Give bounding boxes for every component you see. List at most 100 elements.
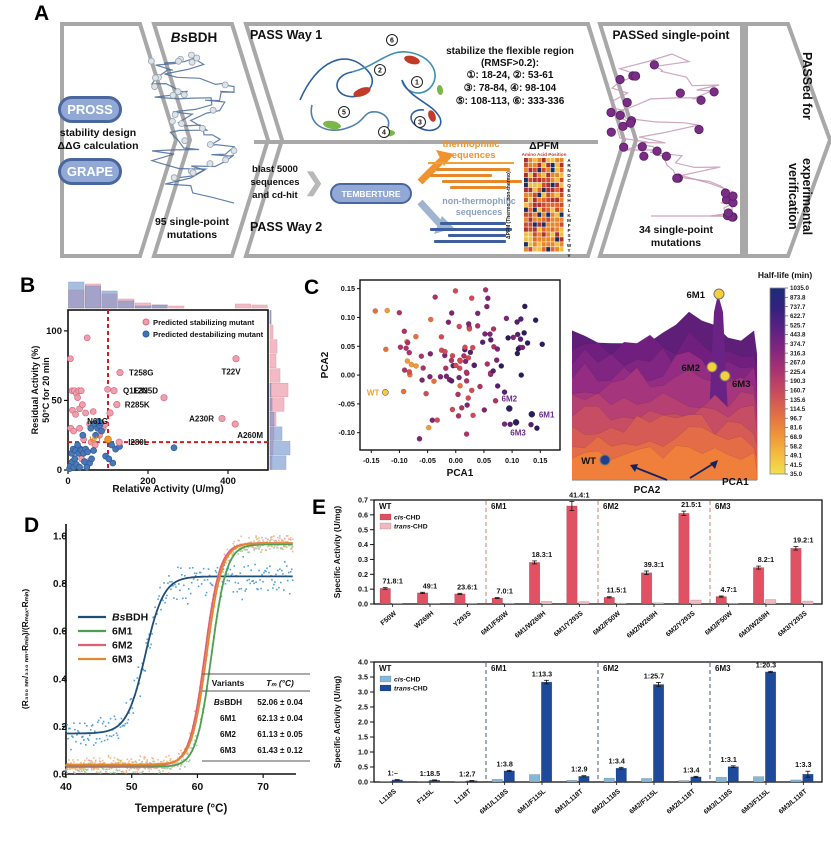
arrow-text-line1: PASSed for bbox=[800, 51, 814, 120]
bsbdh-structure-image bbox=[147, 51, 238, 204]
mutation-site-dot bbox=[696, 95, 706, 105]
legend-dot-destabilizing bbox=[142, 330, 150, 338]
pfm-cell bbox=[532, 212, 537, 217]
plot-frame bbox=[359, 279, 561, 451]
bsbdh-title-italic: Bs bbox=[170, 30, 188, 45]
mutant-label: T22V bbox=[221, 368, 241, 377]
passed-single-point-title: PASSed single-point bbox=[612, 28, 730, 42]
category-label: 6M1/F50W bbox=[480, 610, 510, 637]
stage2-caption-line1: 95 single-point bbox=[154, 216, 230, 228]
colorbar-tick: 68.9 bbox=[790, 434, 803, 441]
pfm-cell bbox=[559, 192, 564, 198]
pfm-cell bbox=[559, 212, 564, 217]
pfm-cell bbox=[541, 187, 546, 193]
category-label: L118T bbox=[453, 788, 473, 806]
flexible-region-blob bbox=[436, 85, 444, 95]
category-label: 6M1/W269H bbox=[514, 610, 548, 640]
mutation-site-dot bbox=[606, 127, 616, 137]
mutation-site-dot bbox=[709, 87, 719, 97]
pfm-cell bbox=[524, 172, 528, 178]
flexible-region-structure-image: 6 2 1 5 4 3 bbox=[299, 34, 444, 138]
pfm-cell bbox=[550, 222, 555, 227]
svg-text:0.10: 0.10 bbox=[505, 456, 519, 465]
colorbar-tick: 96.7 bbox=[790, 415, 803, 422]
panel-e-trans-activity-bars: 0.0 0.5 1.0 1.5 2.0 2.5 3.0 3.5 4.0 1:– L118S 1:18.… bbox=[332, 658, 823, 816]
category-label: 6M2/W269H bbox=[626, 610, 660, 640]
pfm-cell bbox=[555, 207, 560, 212]
bsbdh-title: BsBDH bbox=[148, 30, 240, 45]
category-label: 6M2/L118S bbox=[591, 788, 622, 816]
section-label: 6M2 bbox=[603, 664, 619, 673]
ratio-label: 4.7:1 bbox=[720, 585, 736, 594]
mutation-site-dot bbox=[180, 91, 188, 99]
svg-text:0.05: 0.05 bbox=[477, 456, 491, 465]
pfm-cell bbox=[541, 247, 546, 252]
pfm-cell bbox=[537, 177, 542, 183]
svg-text:2.5: 2.5 bbox=[358, 703, 368, 712]
bar-cis-CHD bbox=[715, 776, 727, 783]
pfm-cell bbox=[532, 177, 537, 183]
svg-text:1.0: 1.0 bbox=[53, 531, 67, 542]
colorbar-tick: 225.4 bbox=[790, 369, 806, 376]
category-label: 6M2/Y293S bbox=[665, 610, 697, 638]
table-tm-value: 61.43 ± 0.12 bbox=[257, 746, 303, 755]
svg-text:0.5: 0.5 bbox=[358, 763, 368, 772]
pfm-cell bbox=[555, 177, 560, 183]
svg-text:0.0: 0.0 bbox=[358, 600, 368, 609]
svg-text:50: 50 bbox=[126, 781, 138, 793]
pfm-cell bbox=[532, 158, 537, 163]
legend-label: cis-CHD bbox=[394, 677, 421, 684]
pfm-cell bbox=[532, 227, 537, 232]
category-label: 6M1/L118S bbox=[479, 788, 510, 816]
pfm-cell bbox=[559, 172, 564, 178]
y-axis-label: 50°C for 20 min bbox=[41, 357, 51, 423]
destabilizing-points bbox=[66, 417, 178, 472]
thermo-label-line1: thermophilic bbox=[442, 139, 500, 150]
category-label: 6M3/F115L bbox=[740, 788, 771, 815]
way1-text-line5: ⑤: 108-113, ⑥: 333-336 bbox=[455, 96, 565, 107]
surface-variant-dot bbox=[713, 288, 725, 300]
hist-bar-right-pink bbox=[269, 353, 277, 368]
stage2-caption-line2: mutations bbox=[166, 229, 218, 241]
hist-bar-top-blue bbox=[151, 304, 168, 309]
thermo-label-line2: sequences bbox=[428, 150, 514, 164]
pfm-cell bbox=[550, 182, 555, 188]
pass-way-1-title: PASS Way 1 bbox=[250, 28, 323, 42]
svg-text:-0.15: -0.15 bbox=[363, 456, 380, 465]
svg-text:40: 40 bbox=[60, 781, 72, 793]
panel-label-a: A bbox=[34, 2, 50, 25]
mutation-site-dot bbox=[694, 124, 704, 135]
thermophilic-sequences bbox=[430, 168, 522, 192]
melt-curve bbox=[66, 575, 293, 735]
hist-bar-right-blue bbox=[269, 441, 291, 456]
way1-text-line1: stabilize the flexible region bbox=[446, 46, 574, 57]
svg-text:2.0: 2.0 bbox=[358, 718, 368, 727]
svg-text:0.4: 0.4 bbox=[358, 540, 368, 549]
mutation-site-dot bbox=[152, 74, 159, 82]
pfm-cell bbox=[528, 192, 533, 198]
pfm-cell bbox=[559, 167, 564, 173]
pfm-cell bbox=[546, 162, 551, 168]
svg-text:0: 0 bbox=[57, 465, 62, 476]
ribbon-loop bbox=[310, 104, 390, 135]
ratio-label: 7.0:1 bbox=[496, 587, 512, 596]
chevron-stage-1 bbox=[60, 22, 179, 258]
svg-text:0.2: 0.2 bbox=[53, 722, 67, 733]
bar-trans-CHD bbox=[653, 684, 665, 783]
category-label: F115L bbox=[416, 788, 435, 806]
pfm-cell bbox=[532, 217, 537, 222]
pfm-cell bbox=[532, 207, 537, 212]
colorbar-tick: 35.0 bbox=[790, 471, 803, 478]
mutation-site-dot bbox=[151, 83, 159, 90]
stage4-caption-line1: 34 single-point bbox=[638, 224, 714, 236]
chevron-right-icon: ❯ bbox=[304, 169, 325, 196]
region-marker-number: 3 bbox=[418, 120, 422, 127]
pfm-cell bbox=[541, 162, 546, 168]
region-marker-circle bbox=[414, 116, 426, 128]
plot-frame bbox=[67, 309, 269, 471]
sequence-line bbox=[434, 240, 506, 243]
svg-text:0.15: 0.15 bbox=[341, 284, 355, 293]
pfm-cell bbox=[537, 247, 542, 252]
flexible-region-blob bbox=[404, 55, 420, 65]
mutant-label: Q112N bbox=[123, 387, 148, 396]
